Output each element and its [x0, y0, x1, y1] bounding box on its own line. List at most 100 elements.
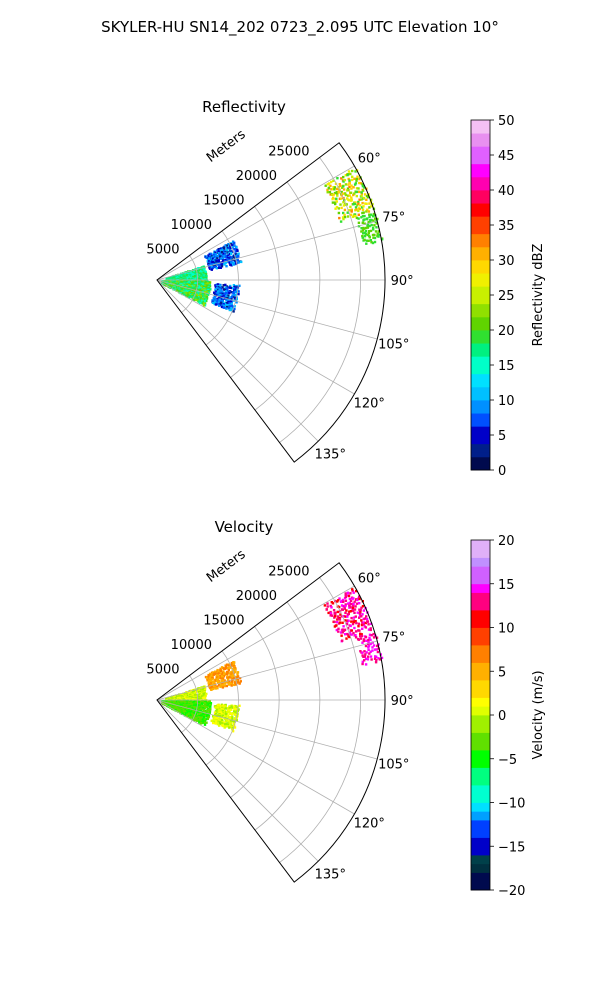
- echo-gate: [360, 194, 363, 198]
- echo-gate: [363, 214, 366, 218]
- colorbar-band: [471, 181, 490, 187]
- range-tick-label: 15000: [203, 193, 244, 208]
- echo-gate: [371, 641, 374, 644]
- echo-gate: [207, 257, 210, 260]
- echo-gate: [349, 602, 353, 606]
- colorbar-band: [471, 785, 490, 790]
- range-tick-label: 20000: [236, 589, 277, 604]
- echo-gate: [343, 213, 346, 217]
- echo-gate: [363, 659, 366, 662]
- echo-gate: [366, 217, 369, 220]
- echo-gate: [221, 682, 224, 685]
- echo-gate: [202, 274, 205, 277]
- panel-title: Velocity: [215, 518, 274, 536]
- colorbar-band: [471, 588, 490, 593]
- echo-gate: [373, 657, 377, 660]
- echo-gate: [380, 656, 384, 660]
- echo-gate: [236, 249, 239, 252]
- echo-gate: [219, 255, 222, 258]
- echo-gate: [238, 704, 241, 707]
- echo-gate: [216, 715, 219, 718]
- echo-gate: [343, 619, 347, 622]
- echo-gate: [221, 724, 225, 728]
- echo-gate: [224, 295, 228, 298]
- echo-gate: [209, 256, 212, 259]
- echo-gate: [199, 296, 203, 300]
- echo-gate: [214, 291, 218, 295]
- colorbar-band: [471, 645, 490, 650]
- echo-gate: [221, 286, 224, 289]
- echo-gate: [367, 648, 370, 651]
- colorbar-band: [471, 439, 490, 445]
- echo-gate: [370, 241, 373, 244]
- echo-gate: [366, 658, 370, 661]
- velocity-panel: Velocity 5000 10000 15000 20000 25000 Meters 60…: [146, 518, 546, 899]
- range-tick-label: 5000: [146, 242, 179, 257]
- echo-gate: [369, 627, 372, 630]
- echo-gate: [198, 272, 201, 275]
- colorbar-band: [471, 715, 490, 720]
- echo-gate: [343, 192, 347, 195]
- azimuth-spoke: [156, 699, 355, 815]
- colorbar-band: [471, 627, 490, 633]
- echo-gate: [363, 193, 367, 196]
- echo-gate: [222, 284, 225, 287]
- echo-gate: [228, 726, 231, 729]
- echo-gate: [240, 260, 243, 264]
- echo-gate: [351, 169, 354, 173]
- echo-gate: [203, 723, 207, 726]
- colorbar-band: [471, 338, 490, 344]
- echo-gate: [342, 175, 345, 179]
- echo-gate: [192, 287, 195, 291]
- colorbar-band: [471, 404, 490, 410]
- echo-gate: [225, 673, 228, 676]
- echo-gate: [342, 217, 345, 221]
- echo-gate: [216, 721, 219, 724]
- echo-gate: [356, 204, 359, 207]
- echo-gate: [331, 197, 334, 201]
- echo-gate: [368, 213, 371, 216]
- echo-gate: [367, 641, 370, 644]
- colorbar-band: [471, 728, 490, 733]
- echo-gate: [362, 211, 365, 214]
- echo-gate: [226, 723, 229, 726]
- echo-gate: [235, 301, 238, 304]
- echo-gate: [194, 700, 197, 703]
- echo-gate: [221, 686, 225, 689]
- echo-gate: [217, 266, 221, 269]
- echo-gate: [224, 667, 227, 670]
- echo-gate: [326, 602, 329, 605]
- echo-gate: [345, 622, 348, 626]
- echo-gate: [341, 608, 344, 611]
- echo-gate: [352, 186, 355, 189]
- echo-gate: [325, 608, 328, 611]
- echo-gate: [365, 198, 368, 201]
- echo-gate: [228, 676, 231, 679]
- echo-gate: [373, 240, 377, 244]
- echo-gate: [201, 294, 205, 298]
- colorbar-band: [471, 680, 490, 685]
- echo-gate: [343, 178, 347, 182]
- echo-gate: [234, 254, 237, 258]
- echo-gate: [353, 608, 357, 611]
- echo-gate: [364, 202, 367, 205]
- echo-gate: [208, 677, 211, 680]
- echo-gate: [362, 623, 365, 626]
- echo-gate: [367, 239, 370, 242]
- colorbar-band: [471, 798, 490, 803]
- range-tick-label: 20000: [236, 169, 277, 184]
- echo-gate: [220, 291, 223, 294]
- echo-gate: [357, 221, 361, 224]
- echo-gate: [208, 285, 212, 288]
- echo-gate: [226, 292, 229, 295]
- echo-gate: [363, 227, 366, 230]
- echo-gate: [341, 186, 344, 189]
- echo-gate: [333, 188, 336, 191]
- echo-gate: [358, 181, 361, 185]
- echo-gate: [354, 620, 357, 623]
- echo-gate: [221, 677, 225, 680]
- echo-gate: [234, 668, 237, 671]
- echo-gate: [233, 289, 236, 292]
- echo-gate: [233, 263, 236, 266]
- echo-gate: [232, 662, 236, 666]
